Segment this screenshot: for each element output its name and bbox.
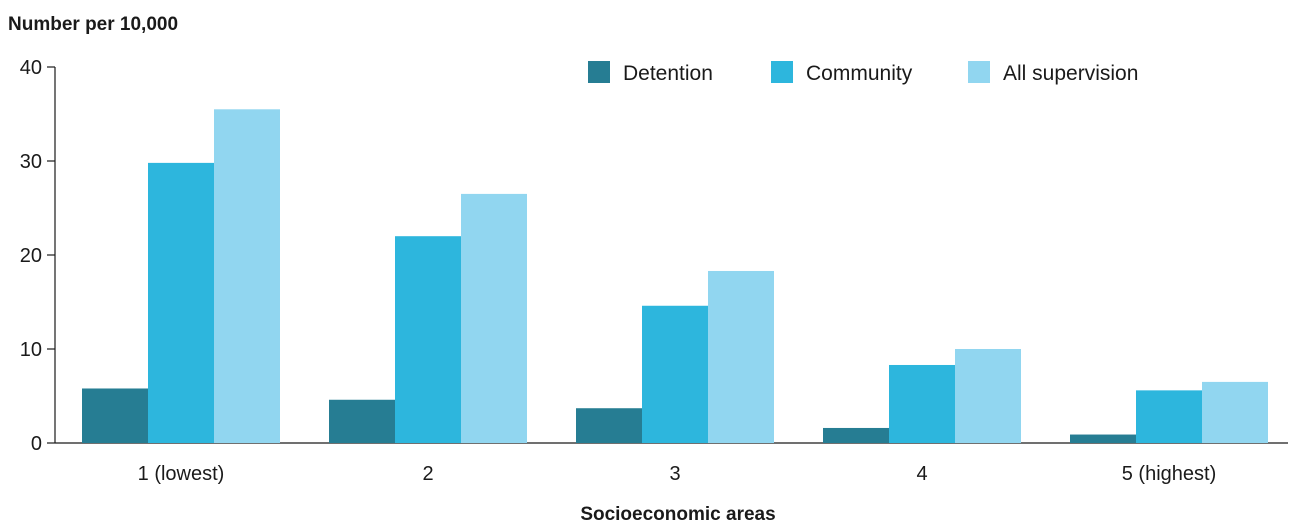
bar-community-3	[642, 305, 708, 443]
legend: Detention Community All supervision	[588, 61, 1138, 85]
bar-all-supervision-5	[1202, 381, 1268, 443]
y-axis-title: Number per 10,000	[8, 14, 178, 35]
legend-swatch-community	[771, 61, 793, 83]
legend-label: All supervision	[1003, 62, 1138, 85]
bar-detention-5	[1070, 434, 1136, 443]
bar-detention-4	[823, 427, 889, 443]
bar-community-5	[1136, 390, 1202, 443]
x-tick-labels: 1 (lowest) 2 3 4 5 (highest)	[138, 463, 1217, 485]
x-tick-label: 5 (highest)	[1122, 463, 1217, 485]
x-tick-label: 4	[916, 463, 927, 485]
bar-detention-3	[576, 408, 642, 443]
bar-all-supervision-3	[708, 270, 774, 443]
y-tick-label: 20	[20, 245, 42, 267]
x-tick-label: 1 (lowest)	[138, 463, 225, 485]
bar-detention-1	[82, 388, 148, 443]
bar-all-supervision-1	[214, 109, 280, 444]
y-tick-label: 0	[31, 433, 42, 455]
legend-label: Detention	[623, 62, 713, 85]
bar-detention-2	[329, 399, 395, 443]
bar-community-4	[889, 364, 955, 443]
y-tick-label: 40	[20, 57, 42, 79]
legend-label: Community	[806, 62, 913, 85]
bar-all-supervision-2	[461, 193, 527, 443]
y-tick-label: 10	[20, 339, 42, 361]
bar-all-supervision-4	[955, 349, 1021, 443]
x-tick-label: 2	[422, 463, 433, 485]
y-tick-labels: 0 10 20 30 40	[20, 57, 42, 455]
legend-swatch-detention	[588, 61, 610, 83]
legend-swatch-all-supervision	[968, 61, 990, 83]
bar-community-1	[148, 162, 214, 443]
x-tick-label: 3	[669, 463, 680, 485]
x-axis-title: Socioeconomic areas	[580, 504, 775, 525]
y-tick-label: 30	[20, 151, 42, 173]
bars	[82, 109, 1268, 444]
bar-community-2	[395, 236, 461, 443]
